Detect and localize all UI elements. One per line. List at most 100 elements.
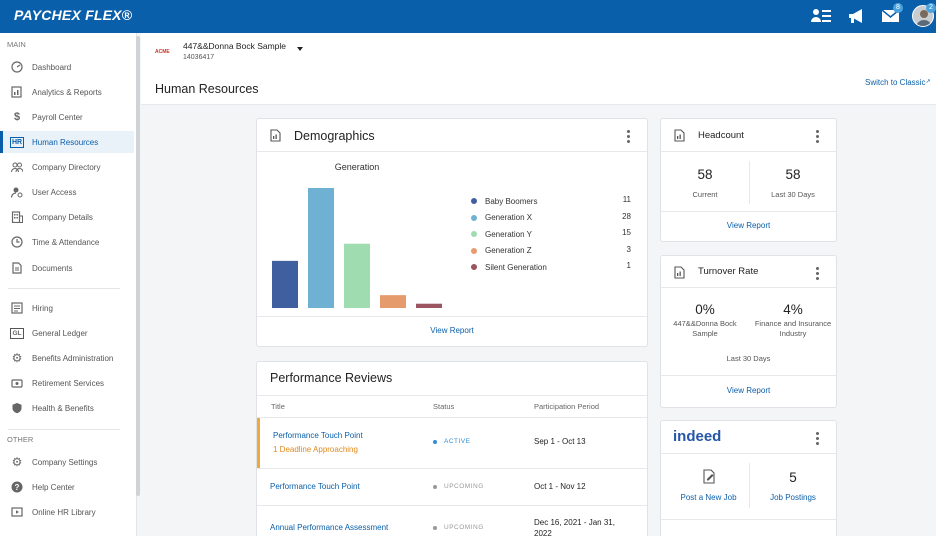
sidebar-item-company-directory[interactable]: Company Directory [0,156,134,178]
dollar-icon: $ [13,111,21,123]
legend-item[interactable]: Generation Z 3 [471,245,631,257]
paychex-logo[interactable]: PAYCHEX FLEX® [14,7,133,23]
legend-swatch [471,247,477,254]
sidebar-item-online-hr-library[interactable]: Online HR Library [0,501,134,523]
megaphone-icon[interactable] [846,6,868,26]
dashboard-icon [10,60,24,74]
sidebar-item-label: Dashboard [32,62,72,72]
report-icon [673,266,686,279]
sidebar-item-label: Online HR Library [32,507,96,517]
more-options-icon[interactable] [815,432,819,447]
legend-item[interactable]: Generation Y 15 [471,228,631,240]
headcount-last30-value: 58 [785,167,801,182]
bar-silent-generation[interactable] [416,303,442,308]
more-options-icon[interactable] [626,130,630,145]
sidebar-item-label: Benefits Administration [32,353,114,363]
video-icon [10,505,24,519]
review-title-link[interactable]: Performance Touch Point [270,482,360,491]
report-icon [673,129,686,142]
sidebar-item-general-ledger[interactable]: GL General Ledger [0,322,134,344]
headcount-view-report-link[interactable]: View Report [726,221,771,230]
sidebar-item-company-settings[interactable]: ⚙ Company Settings [0,451,134,473]
building-icon [10,210,24,224]
company-logo: ACME [155,49,170,55]
sidebar-item-user-access[interactable]: User Access [0,181,134,203]
legend-swatch [471,198,477,204]
sidebar-item-hiring[interactable]: Hiring [0,297,134,319]
demographics-view-report-link[interactable]: View Report [430,326,474,335]
legend-item[interactable]: Silent Generation 1 [471,261,631,273]
sidebar-item-payroll[interactable]: $ Payroll Center [0,106,134,128]
legend-value: 15 [622,228,631,238]
legend-label: Generation Z [485,246,532,256]
job-postings-link[interactable]: Job Postings [770,493,816,502]
headcount-current-label: Current [692,190,718,199]
column-header-title[interactable]: Title [271,402,285,411]
participation-period: Oct 1 - Nov 12 [534,482,586,491]
post-new-job-link[interactable]: Post a New Job [680,493,737,502]
sidebar-item-time-attendance[interactable]: Time & Attendance [0,231,134,253]
review-title-link[interactable]: Performance Touch Point [273,431,363,440]
sidebar-item-health-benefits[interactable]: Health & Benefits [0,397,134,419]
sidebar-item-retirement-services[interactable]: Retirement Services [0,372,134,394]
company-name[interactable]: 447&&Donna Bock Sample [183,41,287,51]
table-divider [257,505,647,506]
svg-text:?: ? [15,483,20,492]
bar-generation-z[interactable] [380,295,406,308]
turnover-view-report-link[interactable]: View Report [726,386,771,395]
bar-baby-boomers[interactable] [272,260,298,308]
table-row[interactable]: Annual Performance Assessment UPCOMING D… [257,506,647,536]
card-divider [661,151,836,152]
legend-label: Silent Generation [485,262,547,272]
turnover-title: Turnover Rate [698,266,759,277]
sidebar-item-human-resources[interactable]: HR Human Resources [0,131,134,153]
more-options-icon[interactable] [815,130,819,145]
sidebar-item-label: Payroll Center [32,112,83,122]
table-row[interactable]: Performance Touch Point 1 Deadline Appro… [257,418,647,468]
bar-generation-y[interactable] [344,243,370,308]
review-title-link[interactable]: Annual Performance Assessment [270,523,389,532]
turnover-rate-card: Turnover Rate 0% 447&&Donna Bock Sample … [660,255,837,408]
sidebar-item-label: Help Center [32,482,75,492]
bar-generation-x[interactable] [308,188,334,308]
sidebar-item-dashboard[interactable]: Dashboard [0,56,134,78]
sidebar-item-documents[interactable]: Documents [0,257,134,279]
legend-item[interactable]: Generation X 28 [471,212,631,224]
legend-label: Generation X [485,213,533,223]
company-id: 14036417 [183,54,215,61]
legend-value: 11 [622,195,631,204]
sidebar-item-company-details[interactable]: Company Details [0,206,134,228]
job-postings-value[interactable]: 5 [789,470,797,485]
sidebar-item-label: Health & Benefits [32,403,94,413]
sidebar-item-label: Human Resources [32,137,99,147]
table-row[interactable]: Performance Touch Point UPCOMING Oct 1 -… [257,469,647,505]
participation-period: Sep 1 - Oct 13 [534,437,586,446]
headcount-card: Headcount 58 Current 58 Last 30 Days Vie… [660,118,837,242]
card-divider [661,211,836,212]
hiring-icon [10,301,24,315]
report-icon [269,129,282,142]
sidebar-item-label: General Ledger [32,328,88,338]
org-chart-icon[interactable] [810,6,832,26]
card-divider [661,375,836,376]
column-header-status[interactable]: Status [433,402,455,411]
demographics-title: Demographics [294,129,375,143]
column-header-period[interactable]: Participation Period [534,402,600,411]
section-main-label: MAIN [7,40,26,49]
turnover-company-label: 447&&Donna Bock Sample [673,319,737,338]
chevron-down-icon[interactable] [297,47,303,51]
legend-label: Baby Boomers [485,196,538,206]
sidebar-item-analytics[interactable]: Analytics & Reports [0,81,134,103]
main-header: ACME 447&&Donna Bock Sample 14036417 Swi… [141,33,936,105]
legend-item[interactable]: Baby Boomers 11 [471,195,631,207]
sidebar-item-help-center[interactable]: ? Help Center [0,476,134,498]
deadline-warning: 1 Deadline Approaching [273,445,358,454]
card-divider [661,519,836,520]
sidebar-scrollbar[interactable] [136,36,140,496]
more-options-icon[interactable] [815,267,819,282]
sidebar-item-benefits-administration[interactable]: ⚙ Benefits Administration [0,347,134,369]
turnover-company-value: 0% [695,302,715,317]
switch-to-classic-link[interactable]: Switch to Classic↗ [865,78,931,87]
hr-icon: HR [9,136,25,148]
sidebar-item-label: Hiring [32,303,53,313]
